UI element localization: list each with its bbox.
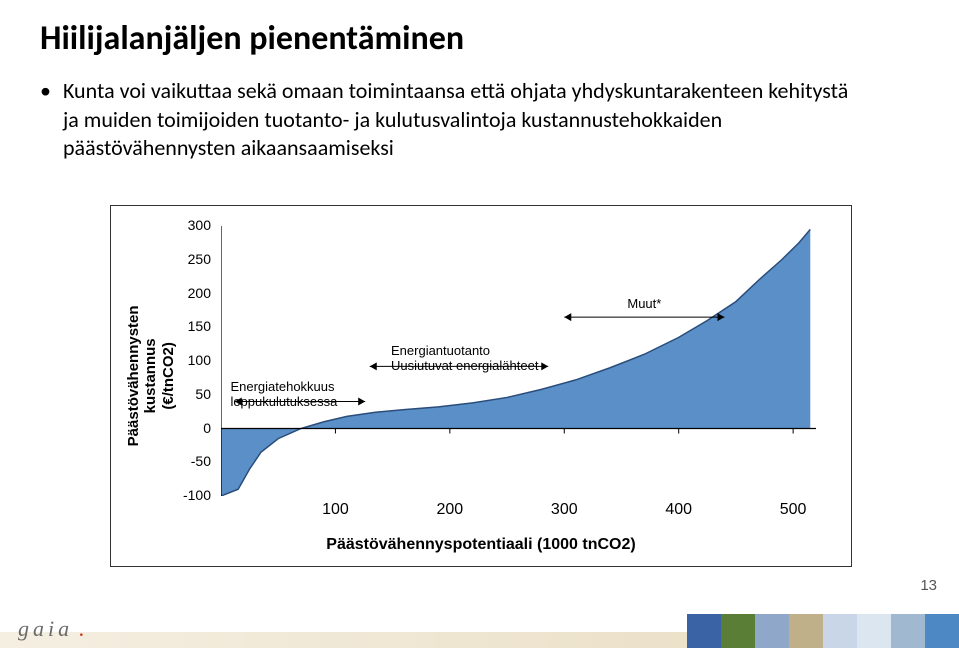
footer-tile xyxy=(755,614,789,648)
x-tick-label: 400 xyxy=(665,501,692,519)
y-axis-label-line1: Päästövähennysten kustannus xyxy=(125,305,159,446)
logo-dot-icon: . xyxy=(79,616,89,641)
plot-area: -100-50050100150200250300 10020030040050… xyxy=(221,226,816,496)
logo-text: gaia xyxy=(18,616,73,641)
footer-tile xyxy=(857,614,891,648)
chart-annotation: EnergiantuotantoUusiutuvat energialähtee… xyxy=(391,344,538,374)
y-tick-label: 300 xyxy=(171,217,211,233)
logo: gaia. xyxy=(18,616,89,642)
x-tick-label: 200 xyxy=(436,501,463,519)
chart-annotation: Muut* xyxy=(627,297,661,312)
page-number: 13 xyxy=(920,577,937,594)
x-tick-label: 300 xyxy=(551,501,578,519)
y-axis-label: Päästövähennysten kustannus (€/tnCO2) xyxy=(119,242,179,482)
y-tick-label: 50 xyxy=(171,386,211,402)
footer-tiles xyxy=(687,614,959,648)
x-tick-label: 500 xyxy=(780,501,807,519)
footer: gaia. xyxy=(0,604,959,648)
page-title: Hiilijalanjäljen pienentäminen xyxy=(40,18,919,59)
bullet-text: Kunta voi vaikuttaa sekä omaan toimintaa… xyxy=(63,77,860,163)
y-tick-label: 100 xyxy=(171,352,211,368)
bullet-marker: • xyxy=(40,77,51,106)
chart-annotation: Energiatehokkuusloppukulutuksessa xyxy=(230,380,337,410)
footer-tile xyxy=(891,614,925,648)
y-tick-label: 150 xyxy=(171,318,211,334)
x-tick-label: 100 xyxy=(322,501,349,519)
y-tick-label: 0 xyxy=(171,420,211,436)
y-tick-label: 200 xyxy=(171,285,211,301)
footer-tile xyxy=(687,614,721,648)
y-tick-label: -100 xyxy=(171,487,211,503)
cost-curve-chart: Päästövähennysten kustannus (€/tnCO2) -1… xyxy=(110,205,852,567)
footer-tile xyxy=(925,614,959,648)
footer-tile xyxy=(721,614,755,648)
y-tick-label: -50 xyxy=(171,453,211,469)
x-axis-label: Päästövähennyspotentiaali (1000 tnCO2) xyxy=(111,536,851,554)
footer-tile xyxy=(823,614,857,648)
y-tick-label: 250 xyxy=(171,251,211,267)
bullet-item: • Kunta voi vaikuttaa sekä omaan toimint… xyxy=(40,77,860,163)
footer-tile xyxy=(789,614,823,648)
